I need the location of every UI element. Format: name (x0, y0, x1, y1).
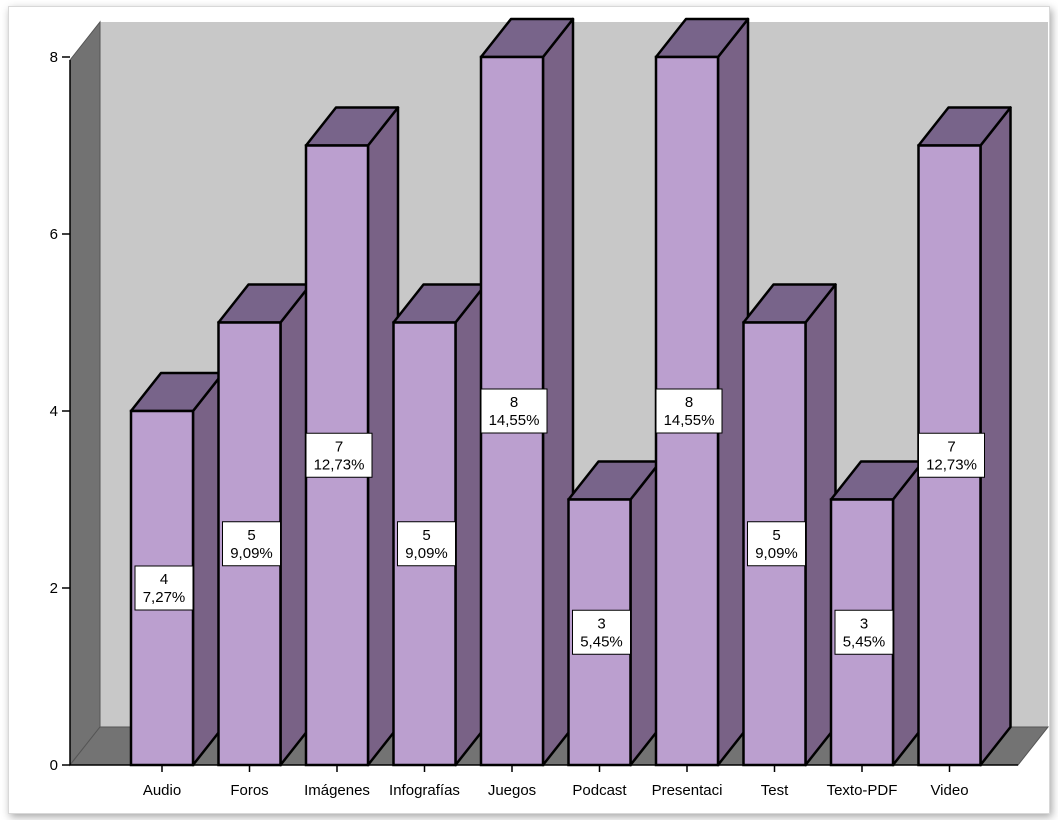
data-label: 814,55% (655, 388, 723, 434)
data-label-count: 3 (860, 615, 868, 632)
data-label-count: 5 (247, 527, 255, 544)
data-label-percent: 14,55% (664, 412, 715, 429)
data-label-box (134, 565, 194, 611)
x-tick-label: Test (761, 782, 789, 799)
data-label-box (480, 388, 548, 434)
x-tick-label: Imágenes (304, 782, 370, 799)
x-tick-label: Audio (143, 782, 181, 799)
data-label-box (834, 609, 894, 655)
y-tick-label: 2 (50, 580, 58, 597)
left-wall (69, 20, 101, 767)
data-label-count: 5 (422, 527, 430, 544)
y-tick-label: 6 (50, 226, 58, 243)
data-label-percent: 9,09% (755, 545, 798, 562)
data-label-box (655, 388, 723, 434)
data-label-percent: 14,55% (489, 412, 540, 429)
data-label-percent: 12,73% (926, 456, 977, 473)
category-labels: Audio Foros Imágenes Infografías Juegos Podca… (143, 765, 969, 799)
x-tick-label: Presentaci (652, 782, 723, 799)
data-label-count: 7 (335, 438, 343, 455)
data-label-percent: 5,45% (843, 633, 886, 650)
x-tick-label: Juegos (488, 782, 536, 799)
data-label: 35,45% (834, 609, 894, 655)
data-label-count: 3 (597, 615, 605, 632)
data-label-percent: 5,45% (580, 633, 623, 650)
data-label-box (918, 432, 985, 478)
data-label-count: 8 (685, 394, 693, 411)
y-tick-label: 8 (50, 49, 58, 66)
data-label: 712,73% (305, 432, 373, 478)
data-label-count: 7 (947, 438, 955, 455)
x-tick-label: Texto-PDF (827, 782, 898, 799)
data-label: 35,45% (572, 609, 631, 655)
data-label-box (222, 521, 281, 567)
data-label-count: 5 (772, 527, 780, 544)
data-label-percent: 7,27% (143, 589, 186, 606)
data-label-percent: 9,09% (405, 545, 448, 562)
data-label-count: 8 (510, 394, 518, 411)
data-label-percent: 12,73% (314, 456, 365, 473)
data-label-box (747, 521, 806, 567)
data-label-box (305, 432, 373, 478)
data-label: 59,09% (222, 521, 281, 567)
data-label-count: 4 (160, 571, 168, 588)
data-labels: 47,27%59,09%712,73%59,09%814,55%35,45%81… (134, 388, 985, 655)
x-tick-label: Video (930, 782, 968, 799)
data-label: 712,73% (918, 432, 985, 478)
x-tick-label: Podcast (572, 782, 627, 799)
data-label: 59,09% (747, 521, 806, 567)
x-tick-label: Infografías (389, 782, 460, 799)
data-label-box (397, 521, 456, 567)
data-label-percent: 9,09% (230, 545, 273, 562)
x-tick-label: Foros (230, 782, 268, 799)
y-tick-label: 4 (50, 403, 58, 420)
data-label: 59,09% (397, 521, 456, 567)
data-label: 47,27% (134, 565, 194, 611)
y-tick-label: 0 (50, 757, 58, 774)
data-label-box (572, 609, 631, 655)
data-label: 814,55% (480, 388, 548, 434)
